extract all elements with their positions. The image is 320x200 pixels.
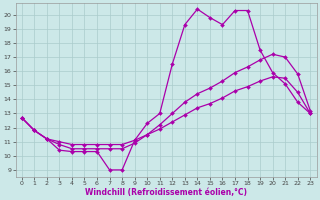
- X-axis label: Windchill (Refroidissement éolien,°C): Windchill (Refroidissement éolien,°C): [85, 188, 247, 197]
